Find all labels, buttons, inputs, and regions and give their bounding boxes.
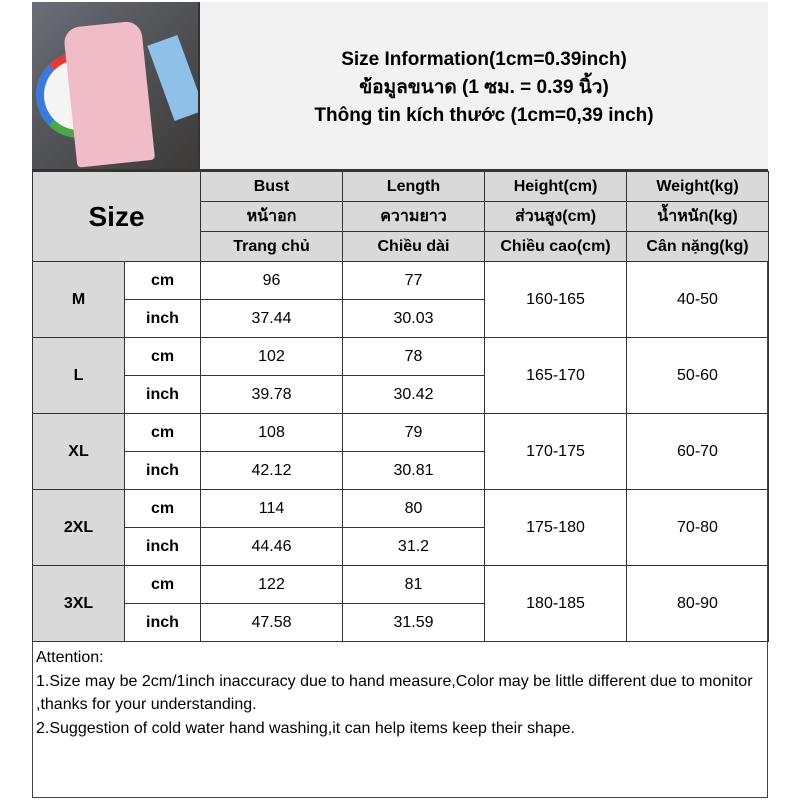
product-photo [32,2,200,171]
size-label: XL [32,413,125,490]
bust-inch: 47.58 [200,603,343,642]
bust-inch: 37.44 [200,299,343,338]
table-row-cm: XL cm 108 79 170-175 60-70 [32,413,769,490]
unit-inch: inch [124,299,201,338]
weight-range: 50-60 [626,337,769,414]
weight-range: 40-50 [626,261,769,338]
bust-inch: 39.78 [200,375,343,414]
height-range: 160-165 [484,261,627,338]
bust-inch: 44.46 [200,527,343,566]
bust-cm: 96 [200,261,343,300]
size-label: M [32,261,125,338]
unit-cm: cm [124,565,201,604]
unit-inch: inch [124,451,201,490]
card-image [147,34,198,122]
length-cm: 79 [342,413,485,452]
weight-header-thai: น้ำหนัก(kg) [626,201,769,232]
table-row-cm: M cm 96 77 160-165 40-50 [32,261,769,338]
bust-header: Bust [200,171,343,202]
weight-range: 80-90 [626,565,769,642]
weight-header-vietnamese: Cân nặng(kg) [626,231,769,262]
height-range: 170-175 [484,413,627,490]
length-cm: 81 [342,565,485,604]
height-header-thai: ส่วนสูง(cm) [484,201,627,232]
bust-header-vietnamese: Trang chủ [200,231,343,262]
length-inch: 30.42 [342,375,485,414]
unit-cm: cm [124,261,201,300]
bust-inch: 42.12 [200,451,343,490]
size-label: L [32,337,125,414]
height-header-vietnamese: Chiều cao(cm) [484,231,627,262]
size-label: 3XL [32,565,125,642]
weight-header: Weight(kg) [626,171,769,202]
length-cm: 78 [342,337,485,376]
length-inch: 31.59 [342,603,485,642]
bust-cm: 114 [200,489,343,528]
table-row-inch: inch 44.46 31.2 [33,527,769,566]
table-row-cm: L cm 102 78 165-170 50-60 [32,337,769,414]
bust-cm: 108 [200,413,343,452]
unit-inch: inch [124,527,201,566]
length-header: Length [342,171,485,202]
attention-notes: Attention: 1.Size may be 2cm/1inch inacc… [32,644,768,798]
length-header-thai: ความยาว [342,201,485,232]
title-english: Size Information(1cm=0.39inch) [341,48,627,70]
unit-inch: inch [124,603,201,642]
unit-cm: cm [124,413,201,452]
size-table: Size Bust Length Height(cm) Weight(kg) ห… [32,171,769,642]
table-row-cm: 2XL cm 114 80 175-180 70-80 [32,489,769,566]
table-row-inch: inch 42.12 30.81 [33,451,769,490]
size-label: 2XL [32,489,125,566]
title-thai: ข้อมูลขนาด (1 ซม. = 0.39 นิ้ว) [359,76,609,98]
table-row-cm: 3XL cm 122 81 180-185 80-90 [32,565,769,642]
length-header-vietnamese: Chiều dài [342,231,485,262]
weight-range: 70-80 [626,489,769,566]
title-vietnamese: Thông tin kích thước (1cm=0,39 inch) [314,104,654,126]
height-range: 175-180 [484,489,627,566]
length-inch: 31.2 [342,527,485,566]
length-cm: 80 [342,489,485,528]
size-header: Size [32,171,201,262]
pink-tshirt-image [62,20,156,168]
unit-inch: inch [124,375,201,414]
height-range: 165-170 [484,337,627,414]
attention-note-1: 1.Size may be 2cm/1inch inaccuracy due t… [36,672,753,714]
attention-heading: Attention: [36,649,104,666]
bust-cm: 102 [200,337,343,376]
unit-cm: cm [124,489,201,528]
bust-header-thai: หน้าอก [200,201,343,232]
attention-note-2: 2.Suggestion of cold water hand washing,… [36,719,575,737]
length-inch: 30.03 [342,299,485,338]
table-row-inch: inch 47.58 31.59 [33,603,769,642]
length-inch: 30.81 [342,451,485,490]
unit-cm: cm [124,337,201,376]
height-header: Height(cm) [484,171,627,202]
height-range: 180-185 [484,565,627,642]
length-cm: 77 [342,261,485,300]
weight-range: 60-70 [626,413,769,490]
size-info-title: Size Information(1cm=0.39inch) ข้อมูลขนา… [200,2,768,171]
bust-cm: 122 [200,565,343,604]
